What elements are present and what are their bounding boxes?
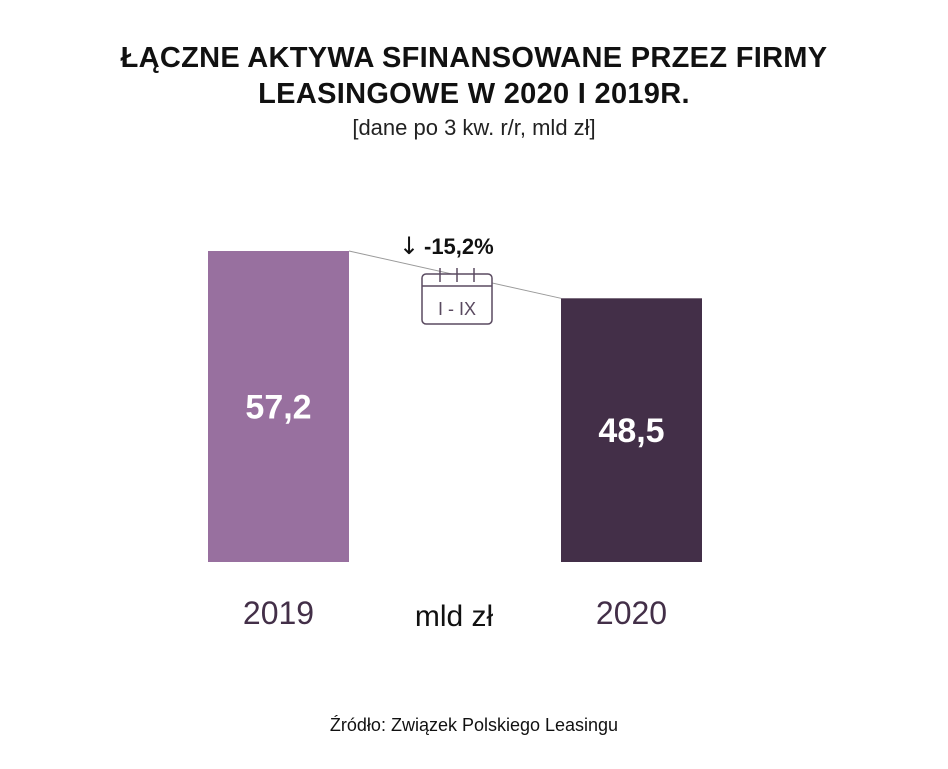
chart-title-line-2: LEASINGOWE W 2020 I 2019R. bbox=[258, 78, 690, 110]
chart-title: ŁĄCZNE AKTYWA SFINANSOWANE PRZEZ FIRMY L… bbox=[0, 40, 948, 112]
change-label: -15,2% bbox=[424, 234, 494, 259]
bar-2020 bbox=[561, 298, 702, 562]
bars-layer: 57,2 2019 48,5 2020 bbox=[208, 250, 702, 631]
chart-subtitle: [dane po 3 kw. r/r, mld zł] bbox=[352, 115, 596, 140]
source-note: Źródło: Związek Polskiego Leasingu bbox=[329, 715, 619, 735]
bar-value-label: 48,5 bbox=[598, 412, 664, 450]
calendar-icon: I - IX bbox=[421, 268, 493, 325]
change-annotation: ↓ -15,2% bbox=[399, 232, 494, 260]
bar-value-label: 57,2 bbox=[245, 389, 311, 427]
category-label: 2019 bbox=[243, 595, 314, 631]
chart-title-line-1: ŁĄCZNE AKTYWA SFINANSOWANE PRZEZ FIRMY bbox=[120, 42, 828, 74]
down-arrow-icon: ↓ bbox=[399, 232, 419, 260]
unit-label: mld zł bbox=[415, 600, 494, 633]
bar-2019 bbox=[208, 251, 349, 562]
period-label: I - IX bbox=[438, 299, 476, 319]
category-label: 2020 bbox=[596, 595, 667, 631]
